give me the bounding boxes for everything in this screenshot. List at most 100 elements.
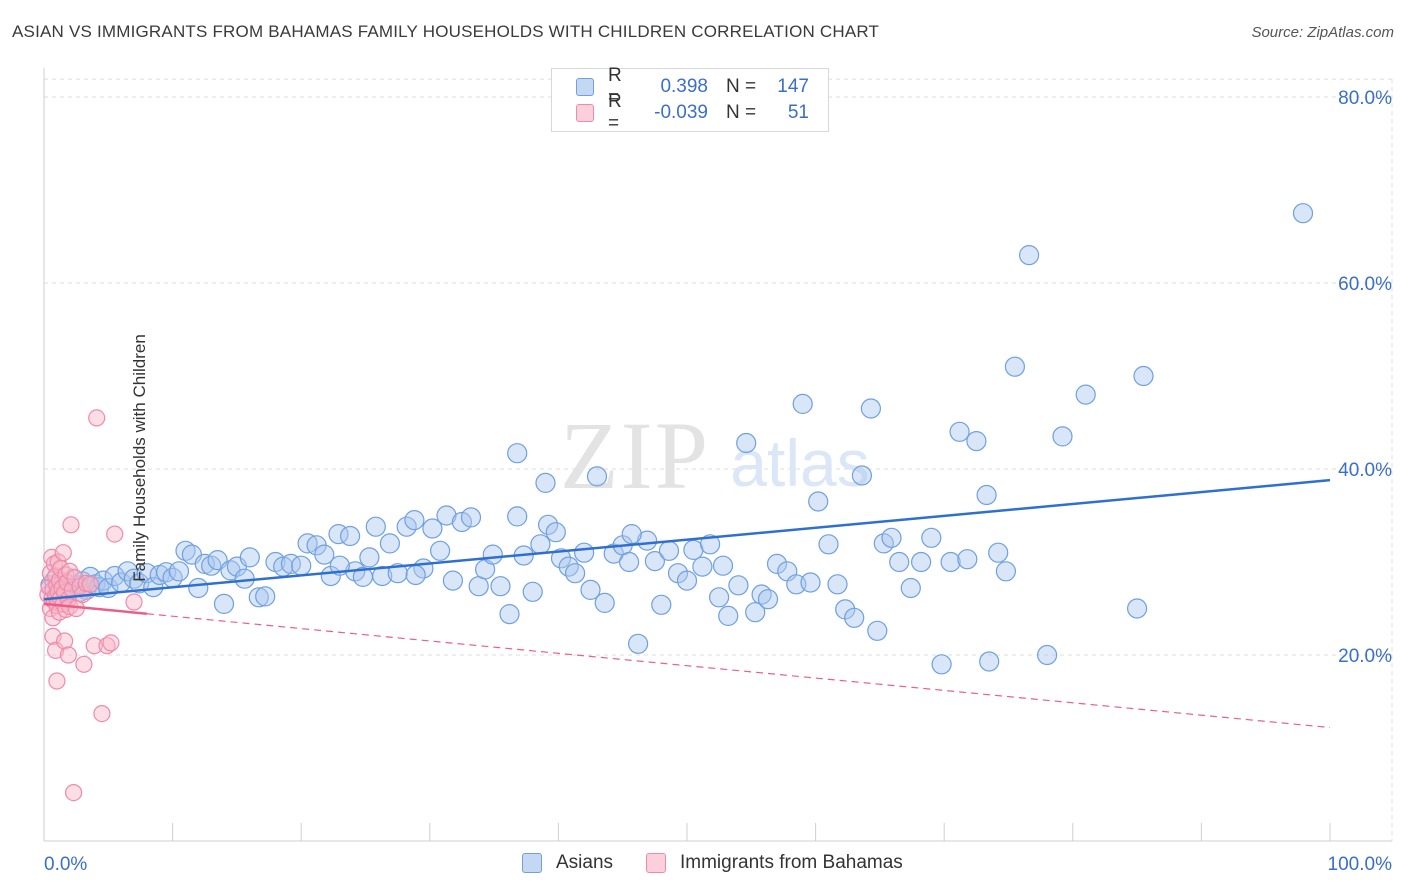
asian-point — [844, 607, 865, 628]
asian-point — [676, 570, 698, 591]
asian-point — [314, 544, 335, 565]
legend-n-value: 147 — [777, 76, 809, 97]
asian-point — [586, 466, 608, 487]
series-legend-asians: Asians — [522, 852, 613, 874]
asian-point — [490, 576, 511, 597]
asian-point — [255, 586, 276, 607]
bahamas-point — [81, 575, 99, 593]
y-tick-label: 60.0% — [1338, 274, 1392, 295]
asian-point — [213, 593, 235, 615]
asian-point — [966, 431, 987, 452]
grid — [44, 78, 1393, 841]
series-legend-asians-label: Asians — [556, 852, 614, 873]
asian-point — [995, 561, 1017, 582]
stats-legend: R = 0.398 N = 147 R = -0.039 N = 51 — [551, 65, 829, 134]
bahamas-point — [59, 646, 78, 664]
asian-point — [1018, 245, 1040, 266]
asian-point — [618, 551, 640, 573]
asian-point — [900, 577, 921, 599]
asian-point — [372, 565, 393, 587]
tick-labels: 20.0% 40.0% 60.0% 80.0% 0.0% 100.0% — [44, 88, 1392, 875]
asian-point — [651, 594, 672, 615]
asian-point — [889, 551, 910, 573]
bahamas-trend-line-solid — [43, 602, 147, 615]
y-axis-label: Family Households with Children — [129, 334, 149, 582]
asian-point — [248, 587, 269, 608]
asian-point — [430, 540, 451, 561]
asian-point — [436, 505, 457, 526]
series-legend-bahamas: Immigrants from Bahamas — [646, 852, 903, 874]
bahamas-point — [54, 544, 72, 562]
asian-point — [499, 603, 520, 625]
legend-n-label: N = — [726, 76, 757, 97]
asian-point — [537, 514, 559, 535]
asian-point — [818, 534, 839, 555]
asian-point — [442, 570, 463, 591]
y-tick-label: 20.0% — [1338, 646, 1392, 667]
watermark: ZIP atlas — [560, 402, 870, 509]
asian-point — [800, 572, 821, 593]
x-tick-label-max: 100.0% — [1328, 854, 1393, 875]
bahamas-point — [48, 672, 66, 690]
asian-point — [550, 548, 572, 569]
asian-point — [396, 516, 417, 537]
asian-point — [530, 534, 551, 555]
asian-point — [234, 568, 255, 589]
legend-swatch-bahamas — [576, 104, 594, 122]
asian-point — [201, 555, 222, 576]
bahamas-point — [55, 632, 74, 650]
asian-point — [405, 564, 426, 586]
asian-point — [535, 472, 556, 493]
asian-point — [921, 527, 942, 548]
bahamas-point — [93, 704, 111, 723]
asian-point — [976, 484, 997, 506]
asian-point — [379, 533, 400, 554]
asian-point — [168, 561, 190, 582]
asians-trend-line — [43, 478, 1331, 601]
legend-swatch-asians — [576, 78, 594, 96]
series-swatch-bahamas — [646, 853, 666, 873]
asian-point — [736, 432, 757, 454]
asian-point — [188, 577, 209, 599]
asian-point — [291, 555, 312, 576]
bahamas-point — [75, 655, 93, 673]
legend-r-value: -0.039 — [654, 102, 708, 123]
asian-point — [728, 575, 749, 596]
asians-points — [40, 203, 1314, 675]
legend-row-bahamas: R = -0.039 N = 51 — [576, 91, 809, 134]
asian-point — [881, 527, 902, 548]
x-tick-label-min: 0.0% — [44, 854, 87, 875]
asian-point — [931, 654, 952, 675]
bahamas-point — [125, 593, 143, 611]
asian-point — [867, 620, 888, 641]
asian-point — [683, 539, 704, 561]
watermark-zip: ZIP — [560, 402, 710, 509]
asian-point — [699, 534, 721, 555]
asian-point — [280, 553, 301, 575]
asian-point — [387, 563, 408, 584]
bahamas-point — [62, 516, 80, 534]
asian-point — [359, 547, 380, 568]
asian-point — [175, 540, 196, 561]
asian-point — [1052, 426, 1073, 447]
asian-point — [644, 550, 666, 572]
bahamas-point — [46, 641, 65, 660]
bahamas-point — [106, 525, 124, 543]
source-label: Source: ZipAtlas.com — [1251, 24, 1394, 41]
series-swatch-asians — [522, 853, 542, 873]
asian-point — [940, 551, 961, 573]
asian-point — [766, 553, 788, 575]
y-tick-label: 40.0% — [1338, 460, 1392, 481]
legend-r-label: R = — [608, 65, 622, 108]
chart-title: ASIAN VS IMMIGRANTS FROM BAHAMAS FAMILY … — [12, 22, 880, 41]
bahamas-point — [102, 634, 120, 652]
asian-point — [910, 551, 932, 573]
bahamas-point — [64, 783, 83, 802]
asian-point — [594, 592, 615, 614]
asian-point — [957, 549, 978, 570]
asian-point — [1126, 598, 1148, 619]
asian-point — [979, 651, 1000, 672]
asian-point — [988, 542, 1009, 563]
asian-point — [404, 509, 425, 531]
